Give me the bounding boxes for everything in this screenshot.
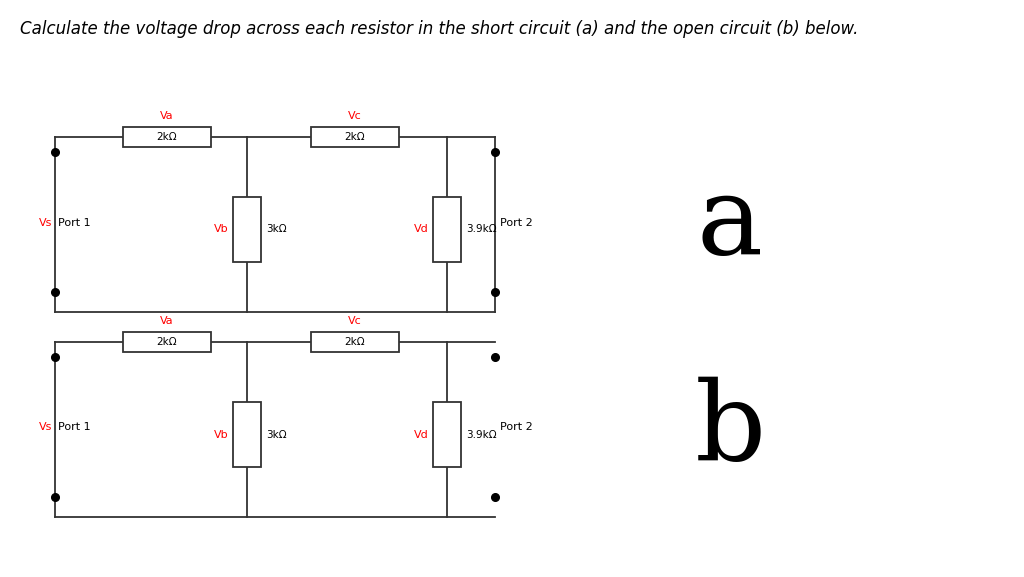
Bar (433, 197, 461, 262)
Text: a: a (697, 170, 763, 278)
Text: Port 1: Port 1 (58, 422, 91, 433)
Bar (233, 197, 261, 262)
Text: Vs: Vs (39, 218, 52, 227)
Bar (233, 402, 261, 467)
Text: Vs: Vs (39, 422, 52, 433)
Text: Vd: Vd (415, 429, 429, 440)
Bar (311, 332, 399, 352)
Text: Vd: Vd (415, 224, 429, 234)
Text: 2kΩ: 2kΩ (157, 132, 177, 142)
Text: Port 2: Port 2 (500, 218, 532, 227)
Text: 2kΩ: 2kΩ (157, 337, 177, 347)
Bar (123, 127, 211, 147)
Text: b: b (694, 376, 766, 482)
Text: Va: Va (160, 316, 174, 326)
Bar (433, 402, 461, 467)
Text: 3kΩ: 3kΩ (266, 429, 287, 440)
Text: Vb: Vb (214, 429, 229, 440)
Bar (311, 127, 399, 147)
Text: Port 1: Port 1 (58, 218, 91, 227)
Text: 2kΩ: 2kΩ (345, 337, 366, 347)
Text: 2kΩ: 2kΩ (345, 132, 366, 142)
Text: Vb: Vb (214, 224, 229, 234)
Text: Calculate the voltage drop across each resistor in the short circuit (a) and the: Calculate the voltage drop across each r… (20, 20, 858, 38)
Text: 3.9kΩ: 3.9kΩ (466, 429, 497, 440)
Text: Port 2: Port 2 (500, 422, 532, 433)
Bar (123, 332, 211, 352)
Text: Vc: Vc (348, 111, 361, 121)
Text: 3.9kΩ: 3.9kΩ (466, 224, 497, 234)
Text: 3kΩ: 3kΩ (266, 224, 287, 234)
Text: Va: Va (160, 111, 174, 121)
Text: Vc: Vc (348, 316, 361, 326)
